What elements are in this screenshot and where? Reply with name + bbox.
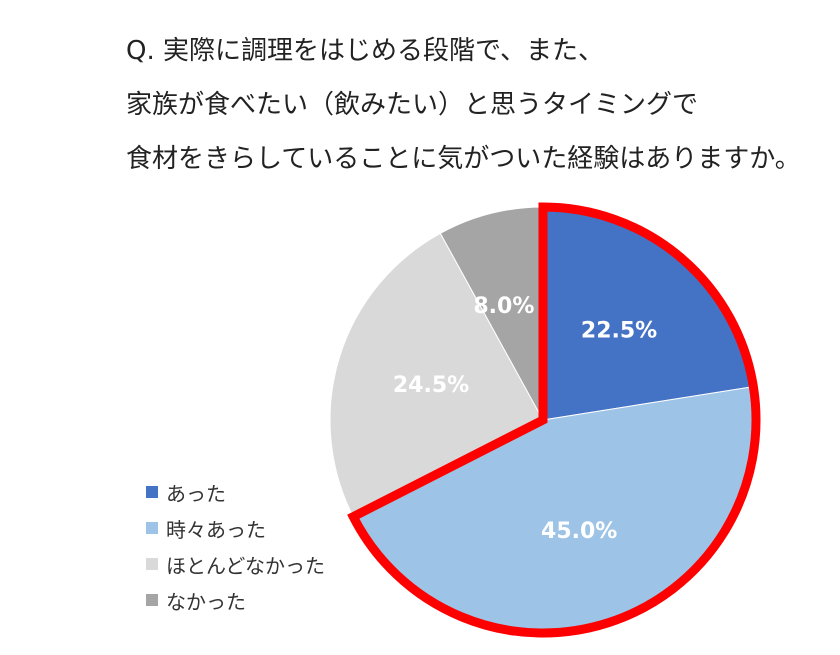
- legend-label-atta: あった: [166, 481, 226, 506]
- question-line-1: Q. 実際に調理をはじめる段階で、また、: [126, 36, 604, 66]
- legend-item-tokidoki: 時々あった: [146, 510, 325, 546]
- data-label-nakatta: 8.0%: [473, 294, 534, 319]
- legend-label-nakatta: なかった: [166, 589, 246, 614]
- legend-swatch-tokidoki: [146, 522, 158, 534]
- legend-label-tokidoki: 時々あった: [166, 517, 266, 542]
- legend-item-atta: あった: [146, 474, 325, 510]
- data-label-atta: 22.5%: [581, 318, 657, 343]
- legend-label-hotondo: ほとんどなかった: [166, 553, 325, 578]
- data-label-tokidoki: 45.0%: [541, 519, 617, 544]
- legend-swatch-atta: [146, 486, 158, 498]
- legend-item-nakatta: なかった: [146, 582, 325, 618]
- question-line-3: 食材をきらしていることに気がついた経験はありますか。: [126, 144, 801, 174]
- highlight-outline: [347, 202, 761, 638]
- legend-item-hotondo: ほとんどなかった: [146, 546, 325, 582]
- legend-swatch-nakatta: [146, 594, 158, 606]
- question-line-2: 家族が食べたい（飲みたい）と思うタイミングで: [126, 90, 699, 120]
- legend-swatch-hotondo: [146, 558, 158, 570]
- data-label-hotondo: 24.5%: [393, 373, 469, 398]
- question-block: Q. 実際に調理をはじめる段階で、また、 家族が食べたい（飲みたい）と思うタイミ…: [126, 24, 826, 186]
- legend: あった 時々あった ほとんどなかった なかった: [146, 474, 325, 618]
